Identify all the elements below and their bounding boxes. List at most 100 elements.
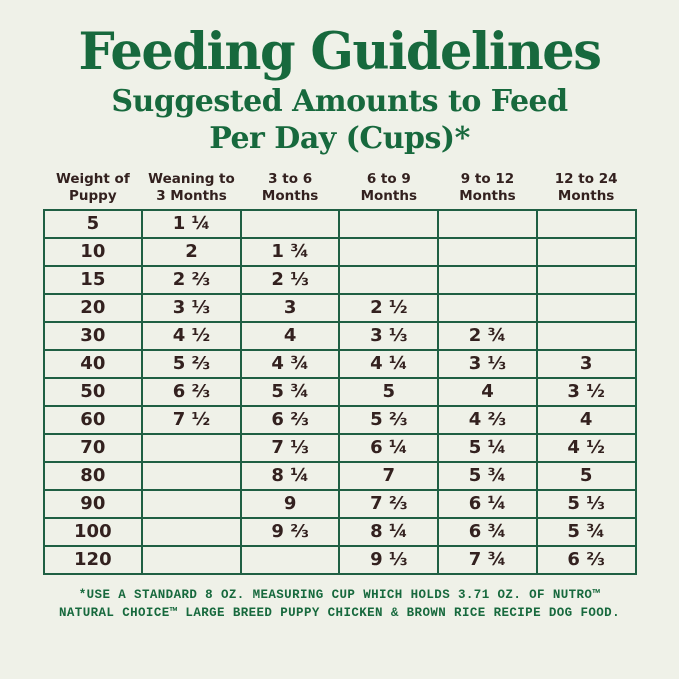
amount-cell — [437, 292, 538, 323]
column-header: 12 to 24 Months — [554, 170, 618, 204]
amount-cell: 5 ⅓ — [535, 488, 637, 519]
amount-cell: 5 — [535, 460, 637, 491]
amount-cell: 3 — [239, 292, 341, 323]
amount-cell: 4 ½ — [535, 432, 637, 463]
feeding-table: Weight of Puppy Weaning to 3 Months 3 to 6… — [42, 171, 637, 575]
amount-cell — [535, 236, 637, 267]
amount-cell: 7 ½ — [141, 404, 242, 435]
amount-cell: 8 ¼ — [239, 460, 341, 491]
page-subtitle: Suggested Amounts to Feed Per Day (Cups)… — [0, 84, 679, 158]
amount-cell: 3 ⅓ — [437, 348, 538, 379]
amount-cell: 2 ½ — [338, 292, 440, 323]
amount-cell: 3 ⅓ — [338, 320, 440, 351]
amount-cell: 5 ¾ — [437, 460, 538, 491]
weight-cell: 15 — [42, 264, 144, 295]
amount-cell: 4 ¾ — [239, 348, 341, 379]
amount-cell: 6 ¼ — [338, 432, 440, 463]
amount-cell — [141, 460, 242, 491]
amount-cell: 9 ⅔ — [239, 516, 341, 547]
amount-cell — [437, 208, 538, 239]
header-row: Weight of Puppy Weaning to 3 Months 3 to 6… — [44, 171, 636, 210]
amount-cell: 5 ⅔ — [338, 404, 440, 435]
amount-cell: 9 — [239, 488, 341, 519]
amount-cell: 5 ¾ — [535, 516, 637, 547]
footnote-line-2: NATURAL CHOICE™ LARGE BREED PUPPY CHICKE… — [59, 605, 620, 620]
weight-cell: 60 — [42, 404, 144, 435]
amount-cell: 6 ¼ — [437, 488, 538, 519]
amount-cell: 8 ¼ — [338, 516, 440, 547]
amount-cell: 5 ¾ — [239, 376, 341, 407]
amount-cell: 2 ⅔ — [141, 264, 242, 295]
weight-cell: 70 — [42, 432, 144, 463]
weight-cell: 30 — [42, 320, 144, 351]
amount-cell: 6 ⅔ — [535, 544, 637, 575]
amount-cell: 1 ¾ — [239, 236, 341, 267]
amount-cell — [239, 208, 341, 239]
amount-cell — [437, 264, 538, 295]
amount-cell: 3 — [535, 348, 637, 379]
amount-cell — [338, 208, 440, 239]
weight-cell: 5 — [42, 208, 144, 239]
weight-cell: 120 — [42, 544, 144, 575]
column-header: Weaning to 3 Months — [148, 170, 235, 204]
weight-cell: 80 — [42, 460, 144, 491]
amount-cell — [535, 264, 637, 295]
amount-cell: 7 ⅓ — [239, 432, 341, 463]
amount-cell — [535, 292, 637, 323]
subtitle-line-2: Per Day (Cups)* — [209, 120, 470, 156]
amount-cell — [141, 488, 242, 519]
subtitle-line-1: Suggested Amounts to Feed — [111, 84, 568, 120]
amount-cell — [535, 208, 637, 239]
amount-cell: 2 ¾ — [437, 320, 538, 351]
amount-cell — [338, 236, 440, 267]
column-header: 6 to 9 Months — [360, 170, 417, 204]
amount-cell: 2 — [141, 236, 242, 267]
amount-cell — [141, 432, 242, 463]
footnote: *USE A STANDARD 8 OZ. MEASURING CUP WHIC… — [0, 586, 679, 622]
amount-cell: 2 ⅓ — [239, 264, 341, 295]
amount-cell: 4 ¼ — [338, 348, 440, 379]
amount-cell: 1 ¼ — [141, 208, 242, 239]
footnote-line-1: *USE A STANDARD 8 OZ. MEASURING CUP WHIC… — [78, 587, 601, 602]
column-header: Weight of Puppy — [55, 170, 130, 204]
amount-cell: 5 — [338, 376, 440, 407]
amount-cell: 4 — [535, 404, 637, 435]
amount-cell: 3 ⅓ — [141, 292, 242, 323]
amount-cell: 4 ½ — [141, 320, 242, 351]
weight-cell: 10 — [42, 236, 144, 267]
amount-cell: 4 ⅔ — [437, 404, 538, 435]
amount-cell: 3 ½ — [535, 376, 637, 407]
weight-cell: 90 — [42, 488, 144, 519]
column-header: 9 to 12 Months — [459, 170, 516, 204]
amount-cell: 7 — [338, 460, 440, 491]
amount-cell: 5 ¼ — [437, 432, 538, 463]
weight-cell: 20 — [42, 292, 144, 323]
page-title: Feeding Guidelines — [78, 22, 602, 82]
column-header: 3 to 6 Months — [261, 170, 319, 204]
amount-cell: 5 ⅔ — [141, 348, 242, 379]
table-header: Weight of Puppy Weaning to 3 Months 3 to 6… — [44, 171, 636, 210]
table-row: 10 2 1 ¾ — [42, 236, 637, 267]
amount-cell: 4 — [239, 320, 341, 351]
amount-cell — [141, 516, 242, 547]
amount-cell: 7 ¾ — [437, 544, 538, 575]
amount-cell — [338, 264, 440, 295]
amount-cell — [437, 236, 538, 267]
amount-cell: 4 — [437, 376, 538, 407]
weight-cell: 40 — [42, 348, 144, 379]
weight-cell: 50 — [42, 376, 144, 407]
